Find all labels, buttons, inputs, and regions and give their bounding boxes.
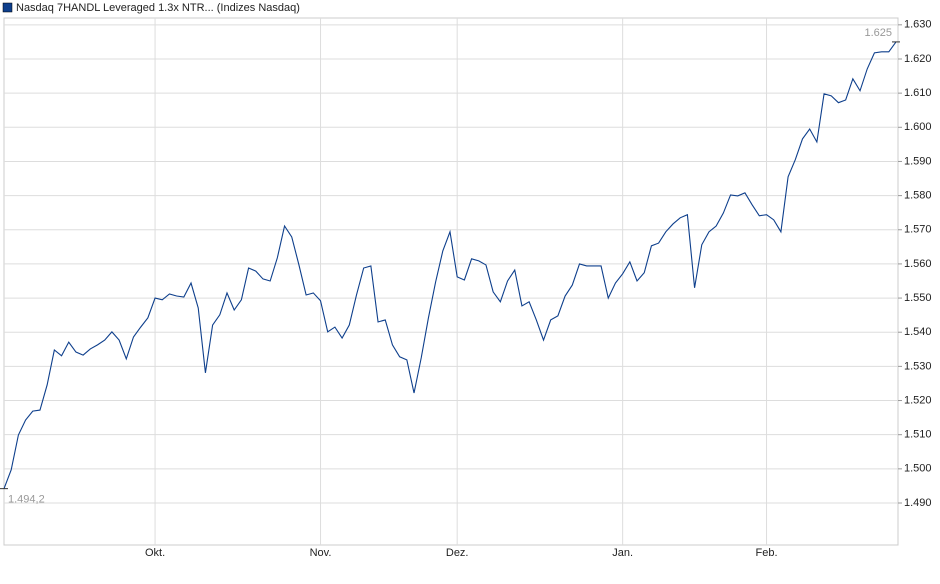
y-tick-label: 1.520 (904, 394, 932, 406)
value-label: 1.625 (864, 27, 892, 39)
y-tick-label: 1.510 (904, 429, 932, 441)
y-tick-label: 1.550 (904, 292, 932, 304)
series-line (3, 41, 897, 489)
x-tick-label: Jan. (612, 547, 633, 559)
x-tick-label: Feb. (756, 547, 778, 559)
y-tick-label: 1.490 (904, 497, 932, 509)
y-tick-label: 1.630 (904, 19, 932, 31)
value-label: 1.494,2 (8, 494, 45, 506)
y-tick-label: 1.610 (904, 87, 932, 99)
y-tick-label: 1.580 (904, 190, 932, 202)
y-tick-label: 1.590 (904, 155, 932, 167)
y-tick-label: 1.620 (904, 53, 932, 65)
x-tick-label: Okt. (145, 547, 165, 559)
plot-area (3, 17, 899, 546)
y-tick-label: 1.530 (904, 360, 932, 372)
y-tick-label: 1.600 (904, 121, 932, 133)
x-tick-label: Nov. (310, 547, 332, 559)
x-tick-label: Dez. (446, 547, 469, 559)
y-tick-label: 1.540 (904, 326, 932, 338)
legend-swatch (2, 2, 13, 13)
y-tick-label: 1.560 (904, 258, 932, 270)
legend-label: Nasdaq 7HANDL Leveraged 1.3x NTR... (Ind… (16, 2, 300, 14)
y-tick-label: 1.570 (904, 224, 932, 236)
y-tick-label: 1.500 (904, 463, 932, 475)
